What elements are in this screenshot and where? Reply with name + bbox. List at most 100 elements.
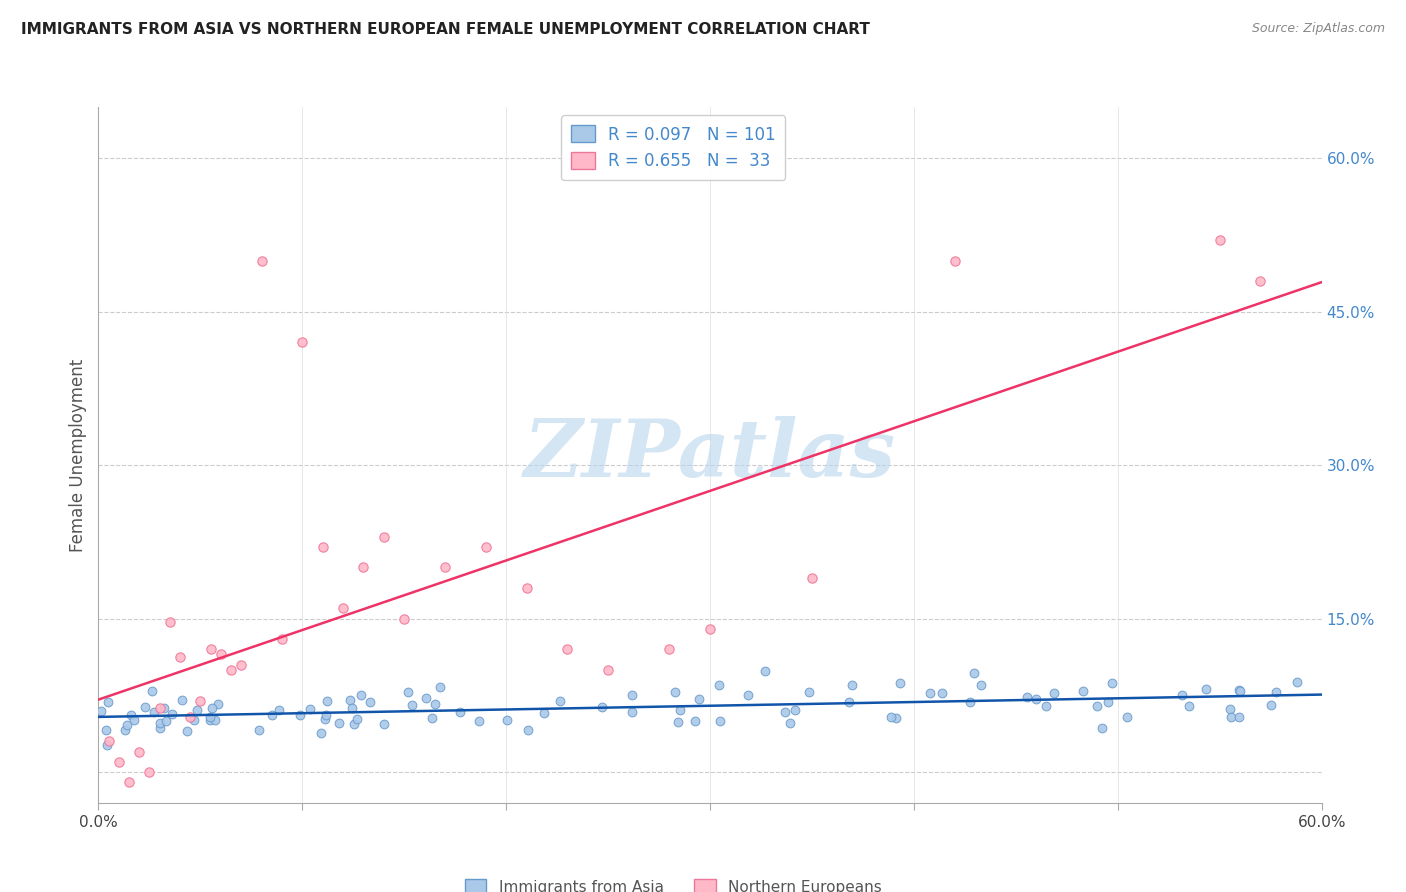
- Point: [209, 648, 232, 662]
- Point: [183, 714, 205, 728]
- Point: [343, 716, 366, 731]
- Point: [96, 738, 118, 752]
- Point: [247, 723, 270, 737]
- Text: IMMIGRANTS FROM ASIA VS NORTHERN EUROPEAN FEMALE UNEMPLOYMENT CORRELATION CHART: IMMIGRANTS FROM ASIA VS NORTHERN EUROPEA…: [21, 22, 870, 37]
- Point: [179, 710, 201, 724]
- Point: [970, 678, 993, 692]
- Point: [176, 724, 198, 739]
- Point: [533, 706, 555, 721]
- Point: [709, 678, 731, 692]
- Point: [557, 642, 579, 657]
- Point: [291, 335, 314, 350]
- Text: Source: ZipAtlas.com: Source: ZipAtlas.com: [1251, 22, 1385, 36]
- Point: [155, 714, 177, 729]
- Point: [516, 581, 538, 595]
- Point: [201, 701, 224, 715]
- Point: [350, 688, 373, 702]
- Point: [1220, 709, 1243, 723]
- Text: ZIPatlas: ZIPatlas: [524, 417, 896, 493]
- Point: [138, 765, 160, 780]
- Point: [429, 680, 451, 694]
- Point: [118, 775, 141, 789]
- Point: [516, 723, 538, 737]
- Point: [231, 658, 253, 673]
- Point: [396, 685, 419, 699]
- Point: [754, 665, 776, 679]
- Point: [931, 686, 953, 700]
- Point: [621, 688, 644, 702]
- Legend: Immigrants from Asia, Northern Europeans: Immigrants from Asia, Northern Europeans: [458, 873, 887, 892]
- Point: [328, 716, 350, 731]
- Point: [312, 540, 335, 554]
- Point: [1209, 233, 1232, 247]
- Point: [314, 712, 336, 726]
- Point: [669, 703, 692, 717]
- Point: [332, 601, 354, 615]
- Point: [122, 713, 145, 727]
- Point: [204, 713, 226, 727]
- Point: [1285, 674, 1308, 689]
- Point: [591, 700, 613, 714]
- Point: [495, 713, 517, 727]
- Point: [1260, 698, 1282, 712]
- Point: [880, 710, 903, 724]
- Point: [801, 571, 824, 585]
- Point: [90, 704, 112, 718]
- Point: [1035, 698, 1057, 713]
- Point: [548, 694, 571, 708]
- Point: [666, 714, 689, 729]
- Point: [621, 705, 644, 719]
- Point: [346, 712, 368, 726]
- Point: [288, 708, 311, 723]
- Point: [598, 663, 620, 677]
- Point: [299, 702, 322, 716]
- Point: [1264, 685, 1286, 699]
- Point: [468, 714, 491, 729]
- Point: [120, 707, 142, 722]
- Point: [170, 693, 193, 707]
- Point: [207, 697, 229, 711]
- Point: [420, 711, 443, 725]
- Point: [1097, 695, 1119, 709]
- Point: [169, 650, 191, 665]
- Point: [352, 560, 374, 574]
- Point: [114, 723, 136, 738]
- Point: [141, 684, 163, 698]
- Point: [1178, 698, 1201, 713]
- Point: [423, 698, 446, 712]
- Point: [1015, 690, 1038, 705]
- Point: [841, 678, 863, 692]
- Point: [160, 707, 183, 722]
- Point: [943, 253, 966, 268]
- Point: [449, 705, 471, 719]
- Point: [1229, 684, 1251, 698]
- Point: [96, 723, 118, 738]
- Point: [270, 632, 294, 646]
- Point: [262, 708, 284, 723]
- Point: [1249, 274, 1271, 288]
- Point: [200, 642, 222, 657]
- Point: [1115, 709, 1137, 723]
- Point: [373, 717, 395, 731]
- Point: [128, 745, 150, 759]
- Y-axis label: Female Unemployment: Female Unemployment: [69, 359, 87, 551]
- Point: [373, 530, 395, 544]
- Point: [434, 560, 457, 574]
- Point: [142, 705, 165, 719]
- Point: [316, 694, 339, 708]
- Point: [198, 713, 221, 727]
- Point: [134, 699, 156, 714]
- Point: [148, 716, 170, 731]
- Point: [884, 711, 907, 725]
- Point: [1091, 721, 1114, 735]
- Point: [1171, 688, 1194, 702]
- Point: [1227, 682, 1250, 697]
- Point: [97, 734, 120, 748]
- Point: [1227, 710, 1250, 724]
- Point: [1025, 692, 1047, 706]
- Point: [392, 612, 416, 626]
- Point: [149, 701, 172, 715]
- Point: [97, 695, 120, 709]
- Point: [737, 688, 759, 702]
- Point: [797, 685, 820, 699]
